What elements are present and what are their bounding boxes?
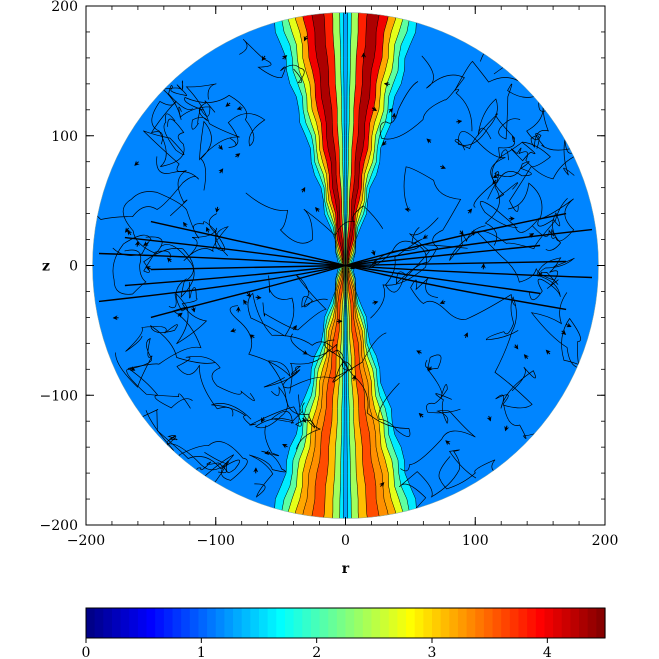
colorbar-cell bbox=[406, 608, 416, 638]
colorbar-cell bbox=[319, 608, 329, 638]
colorbar-cell bbox=[535, 608, 546, 638]
colorbar-cell bbox=[137, 608, 148, 638]
y-tick-label: −100 bbox=[40, 388, 78, 404]
colorbar-cell bbox=[302, 608, 312, 638]
colorbar-tick-label: 4 bbox=[543, 645, 552, 659]
colorbar-cell bbox=[380, 608, 390, 638]
x-tick-label: 100 bbox=[462, 533, 489, 549]
colorbar: 0 1 2 3 4 bbox=[82, 607, 606, 659]
colorbar-cell bbox=[155, 608, 165, 638]
colorbar-cell bbox=[215, 608, 225, 638]
x-axis: −200 −100 0 100 200 bbox=[67, 6, 619, 549]
density-disc bbox=[92, 12, 599, 519]
y-tick-label: −200 bbox=[40, 518, 78, 534]
colorbar-cell bbox=[345, 608, 355, 638]
colorbar-cell bbox=[509, 608, 520, 638]
colorbar-ticks: 0 1 2 3 4 bbox=[82, 638, 552, 659]
colorbar-cell bbox=[570, 608, 580, 638]
colorbar-cell bbox=[423, 608, 433, 638]
x-tick-label: 200 bbox=[592, 533, 619, 549]
colorbar-cell bbox=[336, 608, 347, 638]
colorbar-cell bbox=[579, 608, 589, 638]
colorbar-cell bbox=[527, 608, 537, 638]
colorbar-cell bbox=[449, 608, 459, 638]
colorbar-cell bbox=[553, 608, 563, 638]
colorbar-cell bbox=[120, 608, 130, 638]
y-axis: −200 −100 0 100 200 bbox=[40, 0, 605, 534]
colorbar-cell bbox=[596, 608, 606, 638]
colorbar-cell bbox=[440, 608, 450, 638]
colorbar-cell bbox=[587, 608, 597, 638]
colorbar-tick-label: 2 bbox=[312, 645, 321, 659]
colorbar-cell bbox=[561, 608, 571, 638]
colorbar-cell bbox=[293, 608, 303, 638]
colorbar-cell bbox=[241, 608, 251, 638]
colorbar-tick-label: 0 bbox=[82, 645, 91, 659]
colorbar-cell bbox=[457, 608, 468, 638]
colorbar-cell bbox=[310, 608, 321, 638]
colorbar-cell bbox=[354, 608, 364, 638]
colorbar-cell bbox=[250, 608, 260, 638]
colorbar-cell bbox=[414, 608, 424, 638]
colorbar-cell bbox=[146, 608, 156, 638]
colorbar-cell bbox=[501, 608, 511, 638]
colorbar-tick-label: 1 bbox=[197, 645, 206, 659]
plot-area: −200 −100 0 100 200 −200 −100 0 100 200 r z bbox=[40, 0, 619, 577]
x-axis-label: r bbox=[342, 561, 350, 577]
y-axis-label: z bbox=[42, 259, 50, 275]
colorbar-gradient bbox=[86, 608, 606, 638]
colorbar-cell bbox=[259, 608, 269, 638]
x-tick-label: −100 bbox=[197, 533, 235, 549]
colorbar-cell bbox=[544, 608, 554, 638]
colorbar-cell bbox=[189, 608, 200, 638]
colorbar-cell bbox=[432, 608, 442, 638]
colorbar-cell bbox=[233, 608, 243, 638]
y-tick-label: 100 bbox=[51, 129, 78, 145]
colorbar-tick-label: 3 bbox=[428, 645, 437, 659]
colorbar-cell bbox=[163, 608, 174, 638]
colorbar-cell bbox=[111, 608, 122, 638]
colorbar-cell bbox=[224, 608, 234, 638]
colorbar-cell bbox=[388, 608, 398, 638]
flow-arrows bbox=[112, 35, 572, 488]
colorbar-cell bbox=[328, 608, 338, 638]
colorbar-cell bbox=[492, 608, 502, 638]
colorbar-cell bbox=[483, 608, 494, 638]
colorbar-cell bbox=[267, 608, 277, 638]
colorbar-frame bbox=[85, 607, 606, 639]
colorbar-cell bbox=[397, 608, 407, 638]
colorbar-cell bbox=[371, 608, 381, 638]
colorbar-cell bbox=[362, 608, 373, 638]
colorbar-cell bbox=[129, 608, 139, 638]
y-tick-label: 0 bbox=[69, 259, 78, 275]
colorbar-cell bbox=[181, 608, 191, 638]
colorbar-cell bbox=[86, 608, 96, 638]
colorbar-cell bbox=[466, 608, 476, 638]
colorbar-cell bbox=[207, 608, 217, 638]
colorbar-cell bbox=[103, 608, 113, 638]
colorbar-cell bbox=[172, 608, 182, 638]
colorbar-cell bbox=[94, 608, 104, 638]
colorbar-cell bbox=[284, 608, 295, 638]
x-tick-label: 0 bbox=[341, 533, 350, 549]
colorbar-cell bbox=[475, 608, 485, 638]
colorbar-cell bbox=[518, 608, 528, 638]
x-tick-label: −200 bbox=[67, 533, 105, 549]
colorbar-cell bbox=[198, 608, 208, 638]
colorbar-cell bbox=[276, 608, 286, 638]
y-tick-label: 200 bbox=[51, 0, 78, 15]
